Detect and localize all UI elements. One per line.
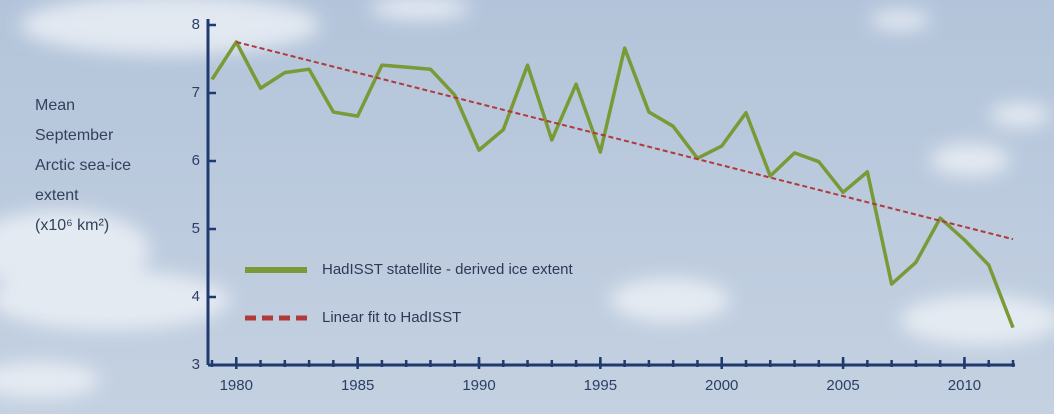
y-tick-label: 8 xyxy=(192,16,200,33)
legend-label: HadISST statellite - derived ice extent xyxy=(322,261,574,278)
y-tick-label: 3 xyxy=(192,356,200,373)
y-axis-label-line: Arctic sea-ice xyxy=(35,157,131,174)
x-tick-label: 1980 xyxy=(220,377,253,394)
y-tick-label: 5 xyxy=(192,220,200,237)
x-tick-label: 1990 xyxy=(462,377,495,394)
legend-label: Linear fit to HadISST xyxy=(322,309,461,326)
x-tick-label: 2005 xyxy=(826,377,859,394)
chart: Mean September Arctic sea-ice extent (x10⁶ k… xyxy=(0,0,1054,414)
y-axis-label-line: (x10⁶ km²) xyxy=(35,217,109,234)
y-tick-label: 6 xyxy=(192,152,200,169)
y-axis-label-line: Mean xyxy=(35,97,75,114)
background xyxy=(0,0,1054,414)
y-tick-label: 4 xyxy=(192,288,200,305)
x-tick-label: 1995 xyxy=(584,377,617,394)
x-tick-label: 1985 xyxy=(341,377,374,394)
y-axis-label-line: extent xyxy=(35,187,79,204)
y-axis-label-line: September xyxy=(35,127,114,144)
y-tick-label: 7 xyxy=(192,84,200,101)
x-tick-label: 2000 xyxy=(705,377,738,394)
x-tick-label: 2010 xyxy=(948,377,981,394)
